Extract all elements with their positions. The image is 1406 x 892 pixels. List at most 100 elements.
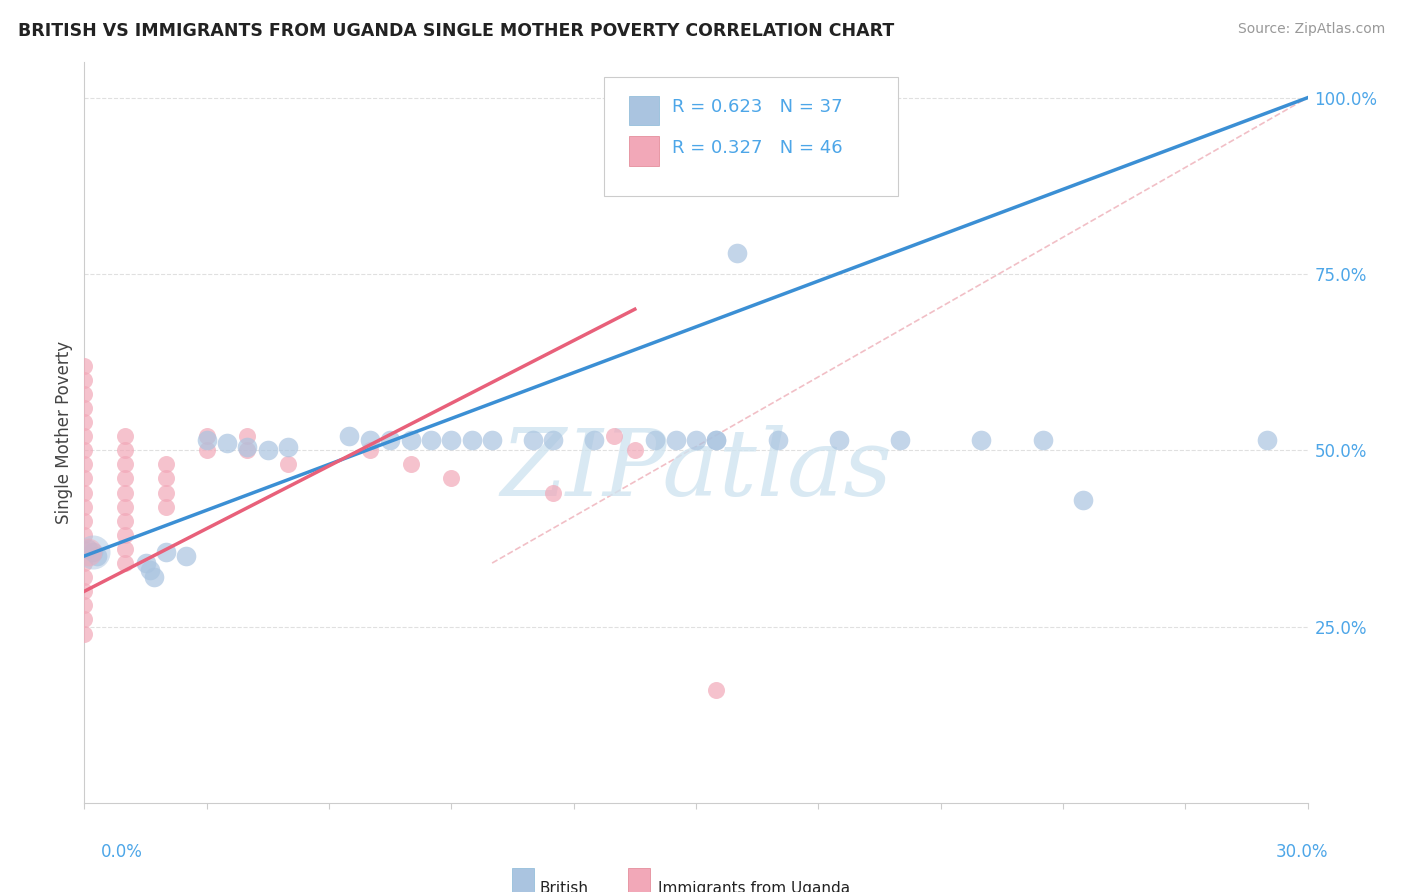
Point — [277, 440, 299, 454]
Point — [73, 570, 96, 584]
Point — [73, 429, 96, 443]
Point — [481, 433, 503, 447]
Text: Source: ZipAtlas.com: Source: ZipAtlas.com — [1237, 22, 1385, 37]
Text: Immigrants from Uganda: Immigrants from Uganda — [658, 880, 851, 892]
Point — [114, 528, 136, 542]
Point — [277, 458, 299, 472]
Point — [440, 433, 463, 447]
Point — [135, 556, 157, 570]
Point — [73, 626, 96, 640]
Point — [86, 549, 108, 563]
FancyBboxPatch shape — [628, 95, 659, 126]
Point — [73, 415, 96, 429]
Point — [73, 528, 96, 542]
Point — [73, 373, 96, 387]
Point — [73, 387, 96, 401]
Point — [114, 500, 136, 514]
Point — [624, 443, 647, 458]
Point — [889, 433, 911, 447]
Point — [73, 556, 96, 570]
Text: ZIPatlas: ZIPatlas — [501, 425, 891, 515]
Point — [114, 443, 136, 458]
Point — [155, 471, 177, 485]
Point — [399, 433, 422, 447]
Point — [73, 599, 96, 613]
Point — [420, 433, 443, 447]
Point — [155, 458, 177, 472]
Point — [706, 433, 728, 447]
Point — [195, 433, 218, 447]
FancyBboxPatch shape — [627, 868, 650, 892]
Point — [114, 514, 136, 528]
Point — [461, 433, 484, 447]
Point — [77, 545, 100, 559]
Point — [706, 683, 728, 698]
Text: 0.0%: 0.0% — [101, 843, 143, 861]
Point — [114, 458, 136, 472]
Point — [114, 485, 136, 500]
Point — [665, 433, 688, 447]
Point — [73, 458, 96, 472]
Point — [236, 440, 259, 454]
Point — [236, 429, 259, 443]
Point — [114, 541, 136, 556]
Point — [399, 458, 422, 472]
Point — [583, 433, 606, 447]
Point — [73, 359, 96, 373]
Point — [73, 514, 96, 528]
Point — [217, 436, 239, 450]
Point — [142, 570, 165, 584]
Point — [543, 485, 565, 500]
Point — [138, 563, 160, 577]
Point — [195, 429, 218, 443]
Text: R = 0.327   N = 46: R = 0.327 N = 46 — [672, 138, 842, 157]
Point — [73, 485, 96, 500]
FancyBboxPatch shape — [512, 868, 533, 892]
Point — [73, 401, 96, 415]
Text: British: British — [540, 880, 589, 892]
Point — [522, 433, 544, 447]
Point — [73, 443, 96, 458]
Point — [970, 433, 993, 447]
Text: 30.0%: 30.0% — [1277, 843, 1329, 861]
Point — [155, 500, 177, 514]
Y-axis label: Single Mother Poverty: Single Mother Poverty — [55, 341, 73, 524]
Point — [380, 433, 402, 447]
Point — [339, 429, 361, 443]
Point — [155, 485, 177, 500]
Point — [73, 471, 96, 485]
FancyBboxPatch shape — [628, 136, 659, 166]
Point — [77, 541, 100, 556]
Point — [195, 443, 218, 458]
Text: R = 0.623   N = 37: R = 0.623 N = 37 — [672, 98, 842, 116]
Point — [82, 545, 104, 559]
Point — [257, 443, 280, 458]
Point — [174, 549, 197, 563]
Point — [114, 556, 136, 570]
Point — [155, 545, 177, 559]
Point — [73, 612, 96, 626]
Point — [706, 433, 728, 447]
Point — [1256, 433, 1278, 447]
Point — [766, 433, 789, 447]
Point — [82, 545, 104, 559]
FancyBboxPatch shape — [605, 78, 898, 195]
Point — [828, 433, 851, 447]
Point — [685, 433, 707, 447]
Point — [440, 471, 463, 485]
Point — [359, 433, 381, 447]
Point — [114, 471, 136, 485]
Point — [1073, 492, 1095, 507]
Point — [1032, 433, 1054, 447]
Point — [236, 443, 259, 458]
Point — [73, 584, 96, 599]
Point — [73, 500, 96, 514]
Point — [644, 433, 666, 447]
Point — [543, 433, 565, 447]
Point — [73, 541, 96, 556]
Point — [114, 429, 136, 443]
Point — [359, 443, 381, 458]
Text: BRITISH VS IMMIGRANTS FROM UGANDA SINGLE MOTHER POVERTY CORRELATION CHART: BRITISH VS IMMIGRANTS FROM UGANDA SINGLE… — [18, 22, 894, 40]
Point — [603, 429, 626, 443]
Point — [725, 245, 748, 260]
